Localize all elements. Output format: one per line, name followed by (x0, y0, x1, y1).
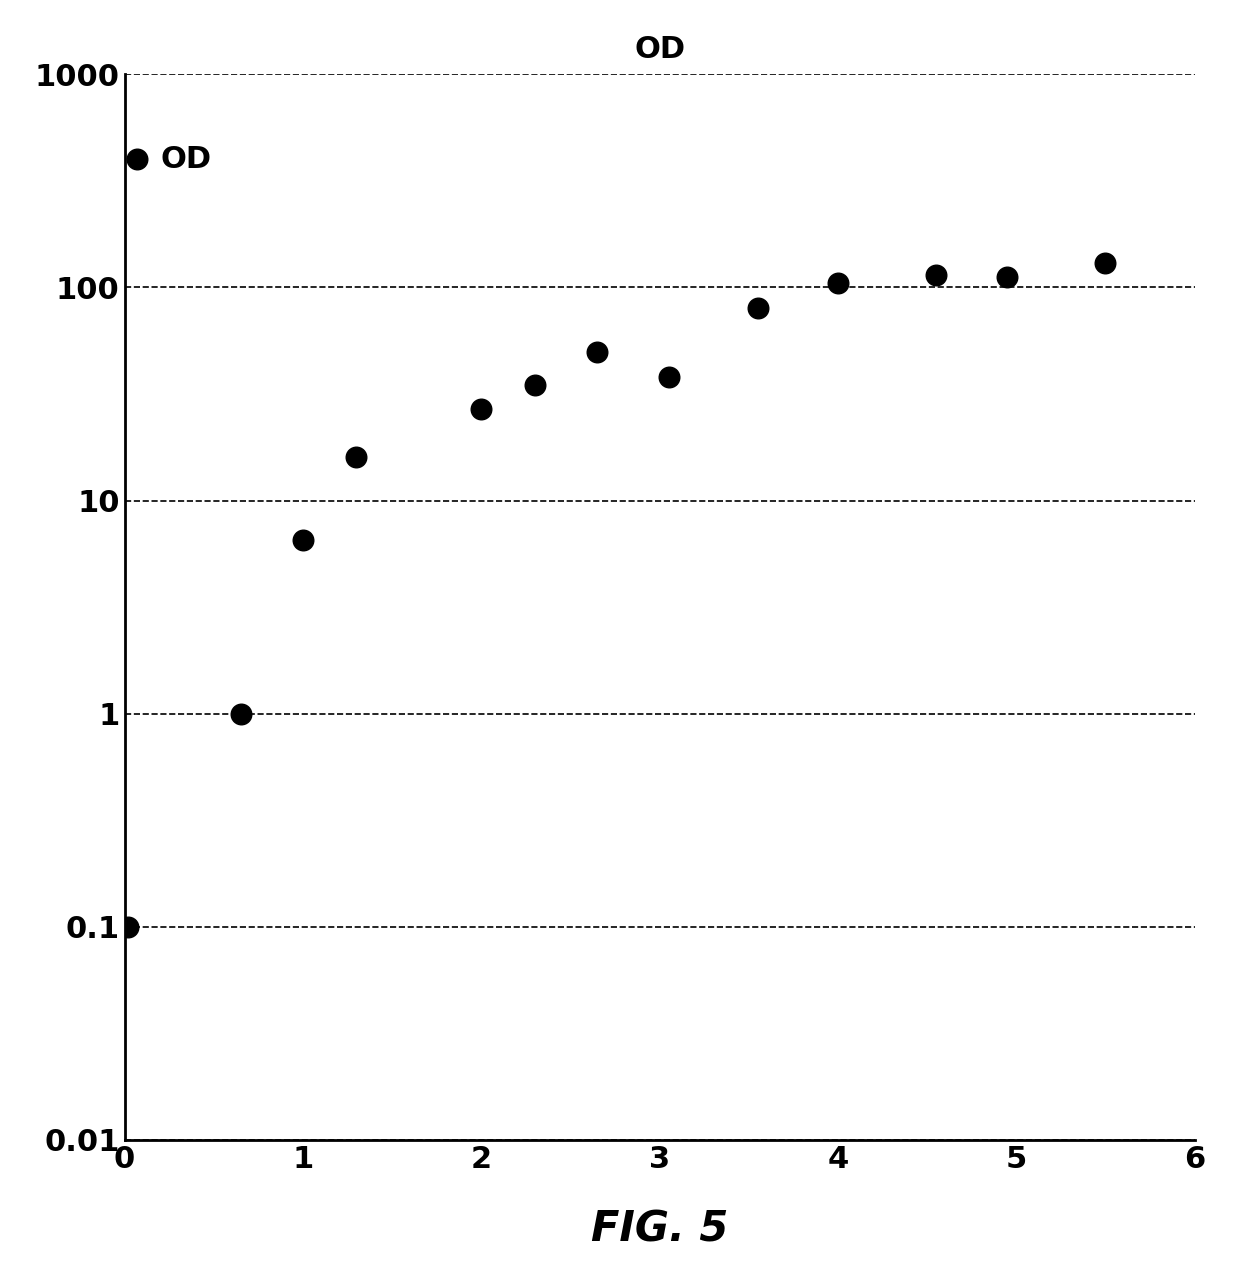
Point (118, 916, 138, 937)
Point (525, 374, 544, 394)
Point (997, 267, 1017, 288)
Point (231, 703, 250, 723)
Point (588, 342, 608, 362)
Point (748, 298, 768, 319)
Point (293, 531, 312, 551)
Point (828, 272, 848, 293)
Point (128, 149, 148, 170)
Point (926, 265, 946, 285)
Point (346, 447, 366, 468)
Title: OD: OD (634, 35, 686, 64)
Text: OD: OD (160, 145, 211, 173)
Point (1096, 253, 1116, 274)
X-axis label: FIG. 5: FIG. 5 (591, 1208, 728, 1250)
Point (658, 366, 678, 387)
Point (471, 398, 491, 419)
